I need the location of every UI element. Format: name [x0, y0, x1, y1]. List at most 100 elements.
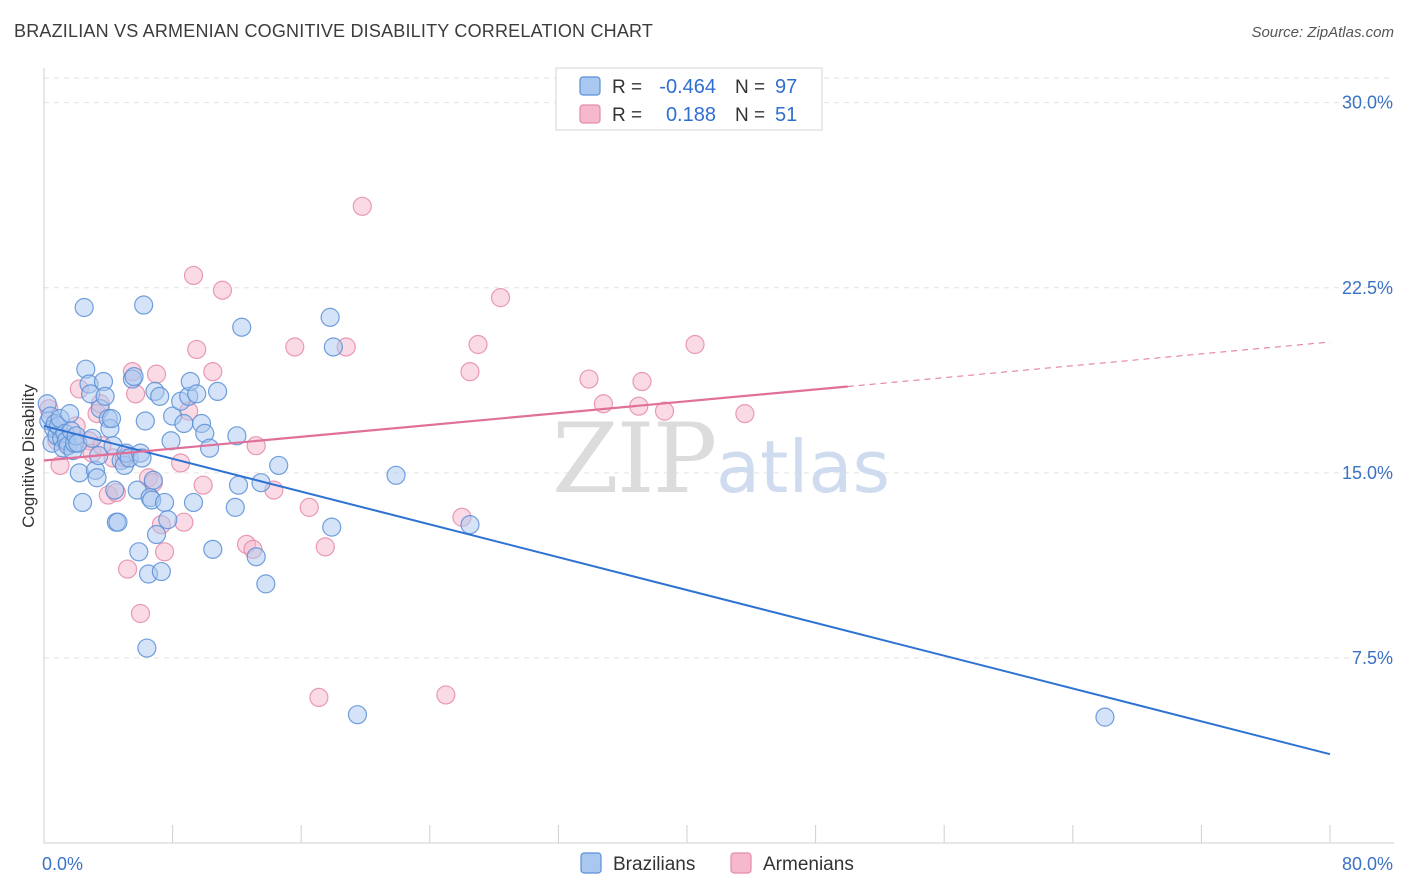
brazilian-point — [203, 539, 223, 559]
y-tick-labels: 7.5% 15.0% 22.5% 30.0% — [1342, 93, 1393, 668]
gridlines — [44, 77, 1394, 659]
legend-n-value: 51 — [775, 104, 797, 126]
brazilian-point — [386, 465, 406, 485]
watermark-atlas: atlas — [716, 425, 890, 509]
brazilian-point — [105, 480, 125, 500]
armenian-point — [146, 364, 167, 384]
brazilian-point — [269, 455, 289, 476]
armenian-point — [436, 685, 456, 705]
brazilian-point — [124, 366, 144, 387]
watermark-zip: ZIP — [552, 403, 715, 515]
armenian-point — [154, 542, 175, 562]
armenian-point — [315, 537, 335, 557]
y-tick-label: 15.0% — [1342, 463, 1393, 483]
legend-r-value: -0.464 — [659, 76, 716, 98]
armenian-point — [212, 280, 233, 300]
y-axis-label: Cognitive Disability — [19, 384, 38, 528]
watermark: ZIP atlas — [552, 403, 890, 515]
brazilian-point — [322, 517, 342, 537]
legend-n-label: N = — [735, 77, 765, 98]
y-tick-label: 22.5% — [1342, 278, 1393, 298]
x-tick-labels: 0.0% 80.0% — [42, 854, 1393, 874]
brazilian-point — [246, 547, 266, 567]
brazilian-point — [174, 413, 194, 434]
brazilian-point — [460, 515, 480, 535]
armenian-point — [685, 334, 705, 355]
bottom-legend-label: Brazilians — [613, 854, 695, 875]
armenian-point — [460, 362, 480, 382]
brazilian-point — [134, 295, 154, 315]
armenian-point — [285, 337, 305, 357]
armenian-point — [352, 196, 372, 216]
armenian-point — [579, 369, 599, 389]
brazilian-point — [158, 510, 178, 530]
brazilian-point — [129, 542, 149, 562]
brazilian-point — [74, 297, 94, 318]
armenian-point — [130, 603, 151, 624]
brazilian-point — [199, 438, 220, 458]
brazilian-point — [256, 574, 276, 594]
legend-n-value: 97 — [775, 76, 797, 98]
brazilian-point — [323, 337, 343, 357]
brazilian-point — [187, 384, 207, 404]
legend-r-label: R = — [612, 105, 642, 126]
brazilian-point — [154, 492, 175, 513]
chart-title: BRAZILIAN VS ARMENIAN COGNITIVE DISABILI… — [14, 21, 654, 41]
armenian-point — [735, 404, 755, 424]
brazilian-point — [108, 512, 128, 532]
bottom-legend: Brazilians Armenians — [580, 852, 854, 875]
brazilian-point — [228, 475, 249, 495]
brazilian-point — [1095, 707, 1115, 727]
brazilian-point — [143, 470, 163, 490]
brazilian-point — [60, 404, 80, 424]
bottom-legend-swatch-pink — [730, 852, 752, 874]
brazilian-point — [132, 448, 152, 468]
armenian-trend-line-extension — [847, 341, 1331, 387]
brazilian-point — [208, 381, 228, 402]
armenian-point — [309, 687, 329, 708]
bottom-legend-swatch-blue — [580, 852, 602, 874]
armenian-point — [654, 401, 675, 421]
bottom-legend-label: Armenians — [763, 854, 854, 875]
legend-r-value: 0.188 — [666, 104, 716, 126]
brazilian-point — [135, 411, 155, 431]
brazilian-point — [69, 463, 89, 483]
brazilian-point — [151, 561, 171, 582]
armenian-trend-line — [43, 385, 848, 462]
brazilian-point — [72, 492, 93, 513]
armenian-point — [193, 475, 213, 495]
armenian-point — [183, 265, 204, 286]
source-label: Source: ZipAtlas.com — [1251, 24, 1394, 41]
brazilian-point — [95, 386, 115, 406]
x-tick-label-end: 80.0% — [1342, 854, 1393, 874]
brazilian-point — [146, 524, 167, 545]
top-legend: R = -0.464 N = 97 R = 0.188 N = 51 — [555, 67, 823, 131]
legend-r-label: R = — [612, 77, 642, 98]
brazilian-point — [232, 317, 252, 337]
y-tick-label: 7.5% — [1352, 648, 1393, 668]
brazilian-point — [320, 307, 340, 327]
y-tick-label: 30.0% — [1342, 93, 1393, 113]
armenian-point — [187, 339, 207, 360]
armenian-point — [117, 559, 138, 579]
legend-swatch-pink — [579, 104, 601, 124]
axes — [43, 68, 1394, 844]
armenian-point — [203, 362, 223, 382]
brazilian-point — [347, 705, 368, 725]
x-tick-label-start: 0.0% — [42, 854, 83, 874]
brazilian-point — [150, 386, 170, 406]
trend-lines — [43, 341, 1331, 756]
brazilian-point — [161, 431, 181, 451]
armenian-point — [490, 288, 511, 308]
brazilian-point — [225, 497, 245, 517]
armenian-point — [468, 334, 488, 355]
brazilian-point — [227, 426, 247, 446]
brazilian-point — [101, 408, 122, 429]
brazilian-point — [137, 638, 157, 658]
armenian-point — [174, 512, 194, 532]
legend-n-label: N = — [735, 105, 765, 126]
armenian-point — [299, 497, 319, 517]
brazilian-point — [183, 492, 204, 513]
brazilian-trend-line — [43, 424, 1331, 756]
